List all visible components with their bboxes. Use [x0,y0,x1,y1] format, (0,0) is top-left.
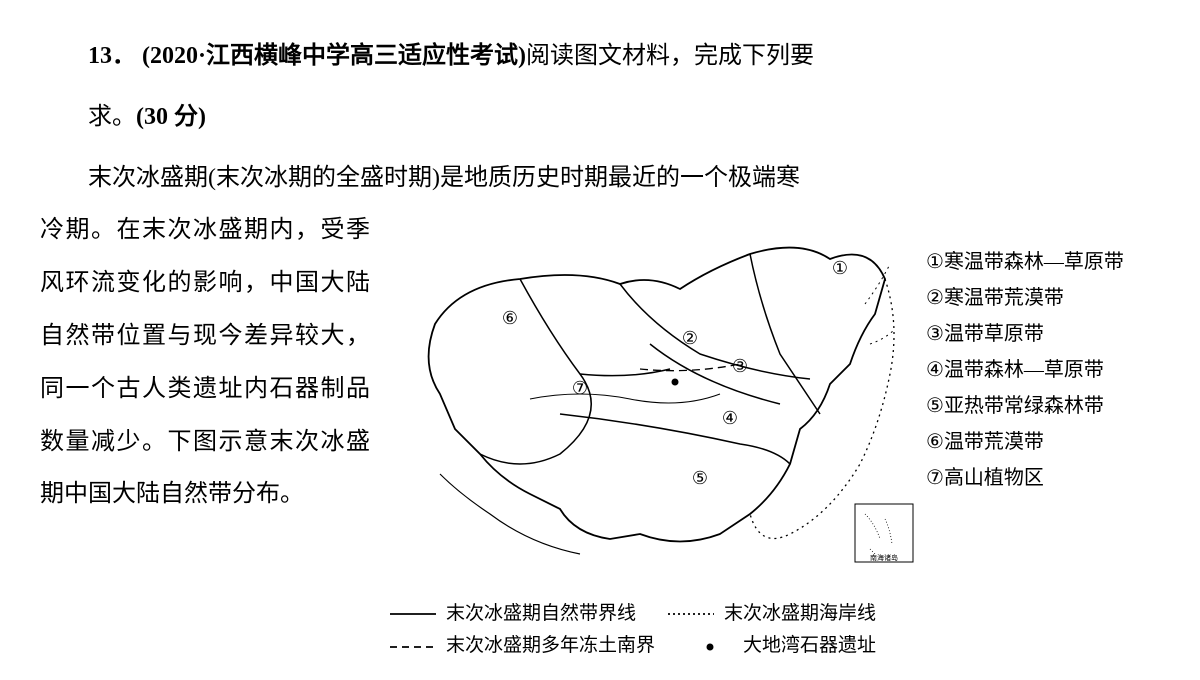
question-points: (30 分) [136,104,206,130]
legend-item: ③温带草原带 [926,316,1160,352]
zone-legend: ①寒温带森林—草原带 ②寒温带荒漠带 ③温带草原带 ④温带森林—草原带 ⑤亚热带… [920,214,1160,496]
question-number: 13 [88,43,112,69]
zone-num-7: ⑦ [572,378,588,398]
legend-line-solid: 末次冰盛期自然带界线 [388,598,636,630]
question-prompt-l2: 求。 [88,104,136,130]
question-source: (2020·江西横峰中学高三适应性考试) [142,43,526,69]
question-header: 13． (2020·江西横峰中学高三适应性考试)阅读图文材料，完成下列要 [40,30,1160,83]
figure-container: ① ② ③ ④ ⑤ ⑥ ⑦ 南海诸岛 ①寒温带森林—草原带 [380,214,1160,662]
zone-num-6: ⑥ [502,308,518,328]
intro-line: 末次冰盛期(末次冰期的全盛时期)是地质历史时期最近的一个极端寒 [40,152,1160,205]
legend-line-dotted: 末次冰盛期海岸线 [666,598,876,630]
legend-dot: 大地湾石器遗址 [685,630,876,662]
zone-num-4: ④ [722,408,738,428]
legend-item: ④温带森林—草原带 [926,352,1160,388]
site-dot [672,379,679,386]
zone-num-1: ① [832,258,848,278]
zone-num-3: ③ [732,356,748,376]
body-paragraph: 冷期。在末次冰盛期内，受季风环流变化的影响，中国大陆自然带位置与现今差异较大，同… [40,204,370,662]
inset-label: 南海诸岛 [870,553,898,562]
zone-num-5: ⑤ [692,468,708,488]
body-text: 冷期。在末次冰盛期内，受季风环流变化的影响，中国大陆自然带位置与现今差异较大，同… [40,217,370,507]
legend-line-dashed: 末次冰盛期多年冻土南界 [388,630,655,662]
question-prompt-l1: 阅读图文材料，完成下列要 [526,43,814,69]
legend-item: ⑦高山植物区 [926,460,1160,496]
legend-item: ①寒温带森林—草原带 [926,244,1160,280]
line-legend: 末次冰盛期自然带界线 末次冰盛期海岸线 末次冰盛期多年冻土南界 大地湾石器遗址 [380,594,1160,663]
zone-num-2: ② [682,328,698,348]
china-map: ① ② ③ ④ ⑤ ⑥ ⑦ 南海诸岛 [380,214,920,594]
legend-item: ⑤亚热带常绿森林带 [926,388,1160,424]
legend-item: ②寒温带荒漠带 [926,280,1160,316]
intro-text: 末次冰盛期(末次冰期的全盛时期)是地质历史时期最近的一个极端寒 [88,165,800,191]
question-header-line2: 求。(30 分) [40,91,1160,144]
legend-item: ⑥温带荒漠带 [926,424,1160,460]
